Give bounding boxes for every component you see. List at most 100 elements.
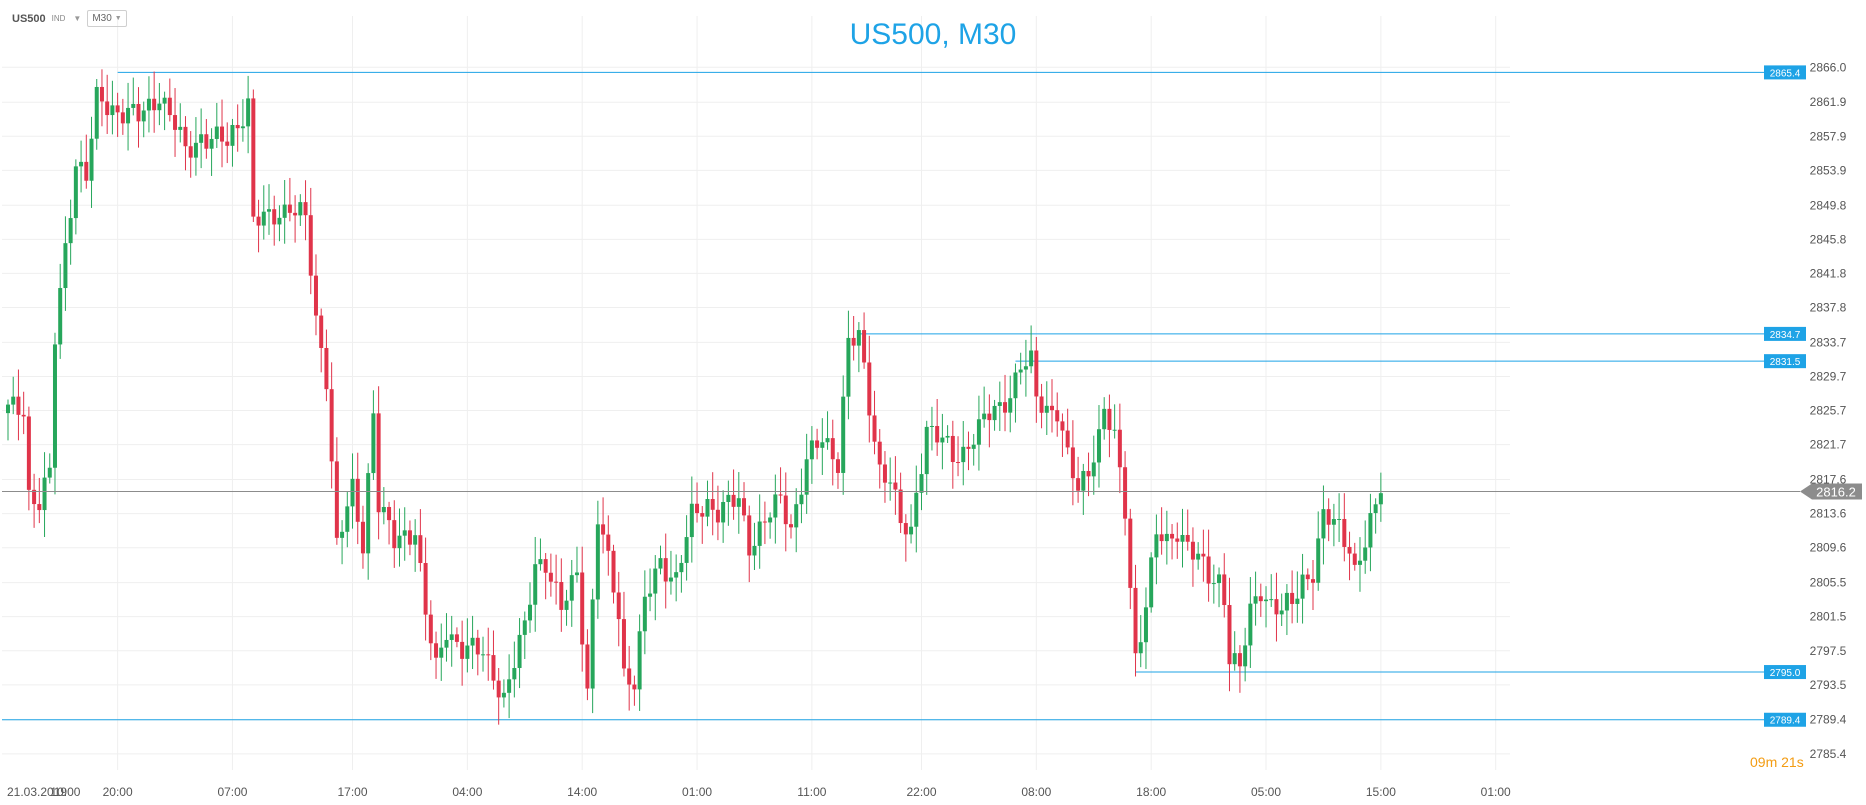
current-price-line: 2816.2: [2, 483, 1862, 500]
candle-body: [512, 667, 517, 680]
candle-body: [580, 572, 585, 645]
candle-body: [893, 482, 898, 490]
candle-body: [79, 161, 84, 167]
candle-body: [851, 337, 856, 346]
candle-body: [63, 243, 68, 289]
candle-body: [444, 639, 449, 648]
candle-body: [475, 637, 480, 655]
candle-body: [1217, 574, 1222, 584]
candle-body: [856, 330, 861, 346]
candle-body: [1331, 519, 1336, 525]
candle-body: [434, 643, 439, 658]
candle-body: [465, 645, 470, 659]
candle-body: [898, 489, 903, 524]
candle-body: [1143, 607, 1148, 643]
candle-body: [1029, 350, 1034, 367]
candle-body: [1018, 369, 1023, 373]
candle-body: [225, 141, 230, 146]
candle-body: [324, 347, 329, 390]
candle-body: [543, 559, 548, 573]
candle-body: [428, 614, 433, 644]
candle-body: [1117, 429, 1122, 468]
candle-body: [256, 216, 261, 226]
candle-body: [6, 404, 10, 414]
candle-body: [1180, 534, 1185, 542]
candle-body: [1175, 538, 1180, 542]
candle-body: [1159, 534, 1164, 542]
candle-body: [1076, 478, 1081, 491]
candle-body: [1342, 518, 1347, 547]
price-level-tag: [1764, 326, 1806, 341]
candle-body: [167, 97, 172, 116]
y-tick-label: 2817.6: [1810, 473, 1847, 487]
x-tick-label: 11:00: [797, 785, 826, 799]
candle-body: [178, 126, 183, 130]
candle-body: [313, 275, 318, 316]
candle-body: [146, 98, 151, 111]
candle-body: [799, 494, 804, 505]
candle-body: [888, 482, 893, 484]
candle-body: [1003, 402, 1008, 413]
candle-body: [684, 537, 689, 563]
candle-body: [533, 564, 538, 605]
candle-body: [246, 98, 251, 127]
candle-body: [715, 509, 720, 523]
candle-body: [1206, 556, 1211, 584]
chevron-down-icon: ▼: [114, 15, 122, 22]
candle-body: [585, 644, 590, 689]
candle-body: [1112, 429, 1117, 431]
candle-body: [982, 413, 987, 420]
candle-body: [1321, 509, 1326, 539]
y-tick-label: 2825.7: [1810, 404, 1847, 418]
y-tick-label: 2841.8: [1810, 266, 1847, 280]
candle-body: [37, 504, 42, 511]
candle-body: [1138, 642, 1143, 654]
candle-body: [1295, 598, 1300, 604]
x-tick-label: 21.03.2019: [7, 785, 67, 799]
symbol-label[interactable]: US500: [12, 12, 46, 25]
candle-body: [757, 521, 762, 546]
candle-body: [517, 634, 522, 668]
x-tick-label: 15:00: [1366, 785, 1396, 799]
candle-body: [1123, 467, 1128, 519]
candle-body: [381, 506, 386, 513]
candle-body: [569, 575, 574, 601]
candle-body: [522, 620, 527, 635]
candle-body: [747, 515, 752, 556]
candle-body: [235, 124, 240, 129]
candle-body: [1274, 599, 1279, 615]
candle-body: [105, 101, 110, 116]
candle-body: [397, 535, 402, 549]
y-tick-label: 2813.6: [1810, 507, 1847, 521]
candle-body: [658, 558, 663, 569]
timeframe-select[interactable]: M30 ▼: [87, 10, 127, 27]
candle-body: [193, 142, 198, 158]
candle-body: [1065, 430, 1070, 448]
candle-body: [574, 572, 579, 576]
candle-body: [131, 103, 136, 108]
candle-body: [277, 217, 282, 225]
candle-body: [700, 513, 705, 517]
candle-body: [1170, 533, 1175, 539]
candle-body: [721, 502, 726, 523]
candle-body: [1243, 645, 1248, 667]
candle-body: [773, 494, 778, 518]
y-tick-label: 2853.9: [1810, 163, 1847, 177]
candle-body: [768, 517, 773, 523]
price-level-label: 2865.4: [1770, 68, 1801, 79]
candle-body: [538, 559, 543, 565]
toolbar: US500 IND ▼ M30 ▼: [12, 10, 127, 27]
chevron-down-icon[interactable]: ▼: [73, 14, 82, 23]
candle-body: [350, 478, 355, 507]
candle-body: [1337, 518, 1342, 520]
price-levels: 2865.4 2834.7 2831.5 2795.0 2789.4: [2, 65, 1806, 727]
candle-body: [1034, 350, 1039, 397]
price-level-tag: [1764, 712, 1806, 727]
candle-body: [976, 419, 981, 445]
timeframe-value: M30: [92, 13, 112, 24]
candle-body: [1248, 603, 1253, 646]
price-level-tag: [1764, 65, 1806, 80]
candle-body: [1070, 447, 1075, 479]
